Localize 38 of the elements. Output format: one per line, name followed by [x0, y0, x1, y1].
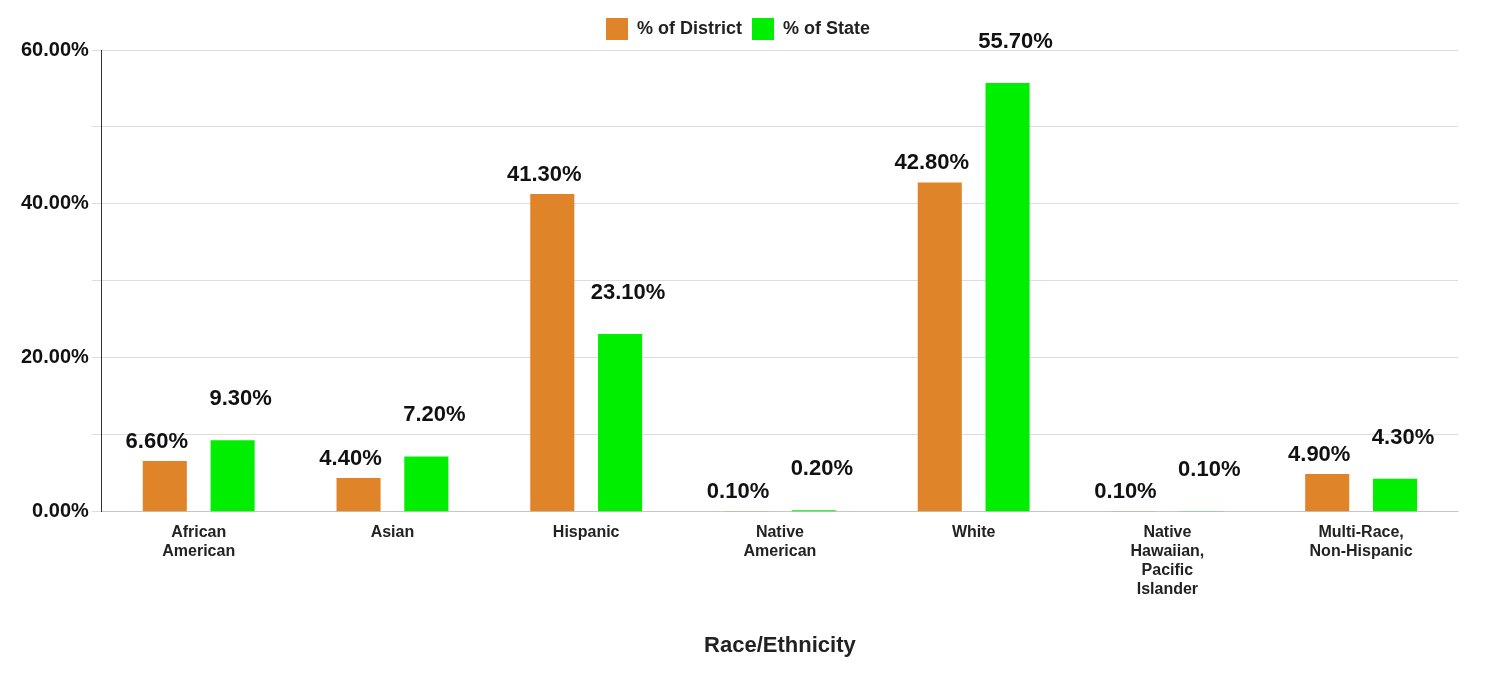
data-label: 4.40%: [319, 445, 382, 470]
bar: [210, 440, 255, 512]
data-label: 6.60%: [125, 428, 188, 454]
bar: [142, 461, 187, 512]
data-label: 41.30%: [506, 160, 582, 186]
x-tick-label: Hispanic: [552, 522, 620, 540]
bar: [530, 193, 575, 512]
x-tick-label: White: [951, 522, 996, 540]
data-label: 4.30%: [1371, 423, 1435, 449]
x-tick-label: Asian: [370, 522, 415, 540]
x-tick-label: Native Hawaiian, Pacific Islander: [1130, 522, 1205, 598]
data-label: 9.30%: [209, 385, 272, 411]
y-tick-label: 20.00%: [20, 345, 90, 368]
data-label: 4.90%: [1288, 441, 1351, 467]
y-tick-label: 0.00%: [32, 499, 90, 522]
x-tick-label: Multi-Race, Non-Hispanic: [1309, 522, 1413, 560]
bar: [598, 334, 643, 512]
x-tick-label: Native American: [743, 522, 817, 560]
data-label: 0.10%: [1094, 478, 1157, 504]
bar: [336, 477, 381, 512]
x-tick-label: African American: [162, 522, 236, 560]
bar: [1305, 474, 1350, 512]
data-label: 55.70%: [978, 28, 1053, 54]
legend-label: % of District: [636, 17, 743, 38]
bar: [917, 182, 962, 512]
x-axis-title: Race/Ethnicity: [704, 631, 857, 657]
data-label: 0.10%: [706, 478, 770, 504]
bar: [985, 83, 1030, 512]
bar: [404, 456, 449, 512]
data-label: 23.10%: [590, 279, 666, 305]
y-tick-label: 60.00%: [20, 37, 90, 60]
data-label: 0.20%: [790, 455, 854, 481]
data-label: 7.20%: [403, 401, 466, 427]
data-label: 0.10%: [1178, 456, 1241, 482]
data-label: 42.80%: [894, 149, 970, 175]
y-tick-label: 40.00%: [20, 191, 90, 214]
bar: [1373, 478, 1418, 512]
legend-label: % of State: [783, 17, 871, 38]
